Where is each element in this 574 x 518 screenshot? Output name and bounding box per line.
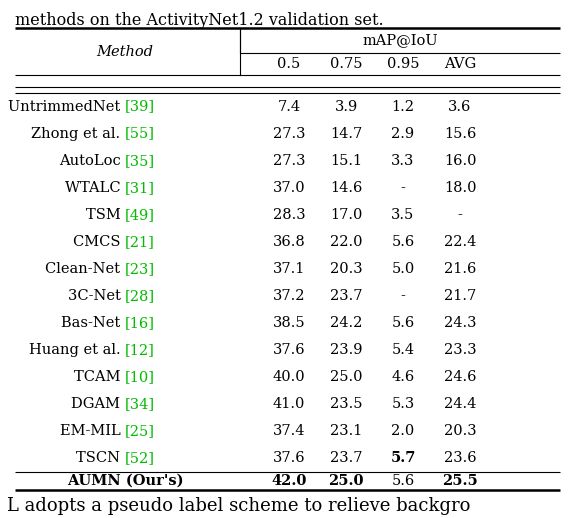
Text: 42.0: 42.0 [272, 474, 307, 488]
Text: TSCN: TSCN [76, 452, 125, 466]
Text: 37.0: 37.0 [273, 181, 305, 195]
Text: 3.9: 3.9 [335, 99, 358, 113]
Text: 2.9: 2.9 [391, 126, 414, 140]
Text: 37.6: 37.6 [273, 452, 305, 466]
Text: [21]: [21] [125, 235, 155, 249]
Text: [12]: [12] [125, 343, 155, 357]
Text: 37.2: 37.2 [273, 289, 305, 303]
Text: 0.75: 0.75 [329, 57, 362, 71]
Text: 5.0: 5.0 [391, 262, 414, 276]
Text: 5.4: 5.4 [391, 343, 414, 357]
Text: 24.4: 24.4 [444, 397, 476, 411]
Text: AVG: AVG [444, 57, 476, 71]
Text: 23.1: 23.1 [330, 424, 362, 438]
Text: 16.0: 16.0 [444, 154, 476, 168]
Text: 24.6: 24.6 [444, 370, 476, 384]
Text: 15.6: 15.6 [444, 126, 476, 140]
Text: 36.8: 36.8 [273, 235, 305, 249]
Text: TCAM: TCAM [74, 370, 125, 384]
Text: 0.5: 0.5 [277, 57, 301, 71]
Text: 23.3: 23.3 [444, 343, 476, 357]
Text: [55]: [55] [125, 126, 155, 140]
Text: 5.6: 5.6 [391, 235, 414, 249]
Text: EM-MIL: EM-MIL [60, 424, 125, 438]
Text: 3.6: 3.6 [448, 99, 472, 113]
Text: Bas-Net: Bas-Net [61, 316, 125, 330]
Text: 27.3: 27.3 [273, 154, 305, 168]
Text: WTALC: WTALC [65, 181, 125, 195]
Text: 28.3: 28.3 [273, 208, 305, 222]
Text: 14.7: 14.7 [330, 126, 362, 140]
Text: 21.7: 21.7 [444, 289, 476, 303]
Text: 24.3: 24.3 [444, 316, 476, 330]
Text: 15.1: 15.1 [330, 154, 362, 168]
Text: 4.6: 4.6 [391, 370, 414, 384]
Text: 37.1: 37.1 [273, 262, 305, 276]
Text: 3C-Net: 3C-Net [68, 289, 125, 303]
Text: 22.4: 22.4 [444, 235, 476, 249]
Text: mAP@IoU: mAP@IoU [362, 34, 438, 48]
Text: 37.6: 37.6 [273, 343, 305, 357]
Text: 18.0: 18.0 [444, 181, 476, 195]
Text: 41.0: 41.0 [273, 397, 305, 411]
Text: DGAM: DGAM [71, 397, 125, 411]
Text: -: - [401, 289, 405, 303]
Text: 5.7: 5.7 [390, 452, 416, 466]
Text: 25.0: 25.0 [329, 370, 362, 384]
Text: 23.5: 23.5 [329, 397, 362, 411]
Text: [35]: [35] [125, 154, 155, 168]
Text: [10]: [10] [125, 370, 155, 384]
Text: 5.6: 5.6 [391, 316, 414, 330]
Text: Clean-Net: Clean-Net [45, 262, 125, 276]
Text: AUMN (Our's): AUMN (Our's) [67, 474, 183, 488]
Text: -: - [401, 181, 405, 195]
Text: 23.7: 23.7 [329, 452, 362, 466]
Text: 0.95: 0.95 [387, 57, 419, 71]
Text: [49]: [49] [125, 208, 155, 222]
Text: -: - [457, 208, 463, 222]
Text: 20.3: 20.3 [444, 424, 476, 438]
Text: 25.5: 25.5 [442, 474, 478, 488]
Text: 24.2: 24.2 [330, 316, 362, 330]
Text: 37.4: 37.4 [273, 424, 305, 438]
Text: [52]: [52] [125, 452, 155, 466]
Text: 5.3: 5.3 [391, 397, 414, 411]
Text: Method: Method [96, 45, 153, 59]
Text: 7.4: 7.4 [277, 99, 301, 113]
Text: 14.6: 14.6 [330, 181, 362, 195]
Text: L adopts a pseudo label scheme to relieve backgro: L adopts a pseudo label scheme to reliev… [7, 497, 470, 515]
Text: [39]: [39] [125, 99, 155, 113]
Text: 3.3: 3.3 [391, 154, 414, 168]
Text: 21.6: 21.6 [444, 262, 476, 276]
Text: [28]: [28] [125, 289, 155, 303]
Text: Zhong et al.: Zhong et al. [31, 126, 125, 140]
Text: 1.2: 1.2 [391, 99, 414, 113]
Text: 5.6: 5.6 [391, 474, 414, 488]
Text: 17.0: 17.0 [330, 208, 362, 222]
Text: 40.0: 40.0 [273, 370, 305, 384]
Text: 25.0: 25.0 [328, 474, 364, 488]
Text: 3.5: 3.5 [391, 208, 414, 222]
Text: 38.5: 38.5 [273, 316, 305, 330]
Text: [16]: [16] [125, 316, 155, 330]
Text: UntrimmedNet: UntrimmedNet [8, 99, 125, 113]
Text: 20.3: 20.3 [329, 262, 362, 276]
Text: 23.6: 23.6 [444, 452, 476, 466]
Text: 23.9: 23.9 [329, 343, 362, 357]
Text: [34]: [34] [125, 397, 155, 411]
Text: AutoLoc: AutoLoc [59, 154, 125, 168]
Text: [23]: [23] [125, 262, 155, 276]
Text: methods on the ActivityNet1.2 validation set.: methods on the ActivityNet1.2 validation… [15, 12, 383, 29]
Text: CMCS: CMCS [73, 235, 125, 249]
Text: TSM: TSM [86, 208, 125, 222]
Text: Huang et al.: Huang et al. [29, 343, 125, 357]
Text: 2.0: 2.0 [391, 424, 414, 438]
Text: [31]: [31] [125, 181, 155, 195]
Text: 27.3: 27.3 [273, 126, 305, 140]
Text: 22.0: 22.0 [329, 235, 362, 249]
Text: 23.7: 23.7 [329, 289, 362, 303]
Text: [25]: [25] [125, 424, 155, 438]
